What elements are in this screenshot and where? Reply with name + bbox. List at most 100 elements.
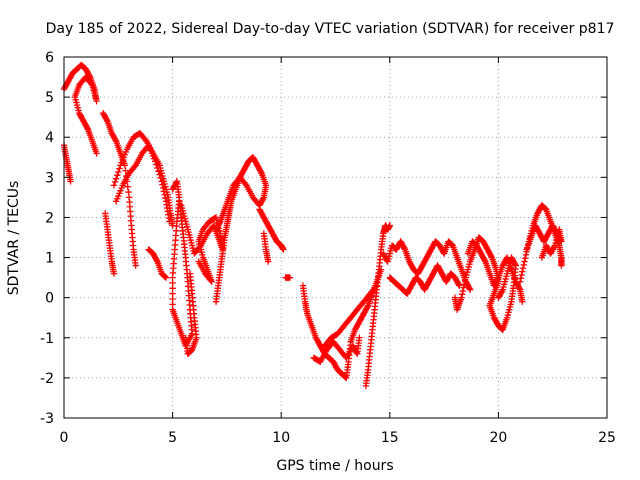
series-track-u [451,234,519,333]
data-point [518,271,525,279]
data-point [521,255,529,262]
data-point [114,172,121,179]
series-track-o [299,266,385,382]
series-track-a [60,61,100,157]
y-tick-label: 6 [45,50,54,66]
data-point [111,178,119,186]
series-track-s [380,238,474,293]
data-point [203,271,210,279]
data-point [166,218,173,225]
series-track-v [464,238,526,305]
series-track-k [212,154,270,305]
data-point [115,168,122,176]
series-track-b [60,142,74,185]
grid-lines [64,57,607,418]
series-track-x [523,222,565,261]
x-tick-label: 0 [60,430,69,446]
series-track-g [145,246,170,281]
y-axis-label: SDTVAR / TECUs [6,181,22,296]
data-point [162,273,169,281]
data-point [169,222,176,229]
data-point [522,251,530,259]
data-point [213,224,220,232]
plot-frame [63,56,608,419]
data-point [173,179,180,186]
data-point [257,168,265,176]
data-point [519,265,527,272]
data-point [264,258,272,265]
data-point [538,254,546,261]
series-track-l [256,206,287,253]
y-tick-label: 5 [45,90,54,106]
y-tick-label: 3 [45,170,54,186]
data-point [456,282,463,289]
data-point [83,124,91,132]
data-point [122,167,129,174]
data-point [250,195,258,202]
data-point [353,349,360,356]
data-points [60,61,565,390]
chart-title: Day 185 of 2022, Sidereal Day-to-day VTE… [46,21,615,37]
data-point [158,178,165,185]
data-point [516,285,523,292]
data-point [541,204,548,212]
data-point [169,279,176,287]
data-point [466,285,473,292]
data-point [154,164,161,172]
data-point [461,281,468,288]
data-point [156,171,163,178]
data-point [169,306,176,313]
series-track-j [178,202,226,285]
data-point [116,165,123,172]
y-tick-label: -3 [40,411,54,427]
data-point [519,268,526,275]
data-point [231,180,238,188]
data-point [159,181,166,188]
y-tick-label: 4 [45,130,54,146]
data-point [200,224,208,232]
series-track-t [386,262,463,297]
series-track-i [182,270,200,358]
data-point [519,298,526,305]
data-point [169,295,176,303]
data-point [455,281,462,288]
data-point [77,80,84,87]
data-point [520,261,527,269]
data-point [460,284,467,291]
series-track-n [282,274,294,281]
data-point [280,246,287,253]
data-point [356,334,363,341]
x-tick-label: 10 [272,430,290,446]
data-point [132,262,139,269]
series-track-w [516,202,565,285]
y-tick-label: 2 [45,210,54,226]
x-tick-label: 15 [381,430,399,446]
x-tick-labels: 0 5 10 15 20 25 [60,430,616,446]
data-point [495,294,502,301]
data-point [481,257,488,264]
x-tick-label: 25 [598,430,616,446]
series-track-p [321,282,380,349]
data-point [142,136,149,144]
y-tick-label: -1 [40,331,54,347]
data-point [67,178,74,185]
data-point [466,286,474,293]
data-point [112,175,120,182]
data-point [152,158,159,165]
x-tick-label: 20 [489,430,507,446]
data-point [459,287,467,295]
data-point [157,174,164,182]
y-tick-label: -2 [40,371,54,387]
series-track-m [260,230,272,265]
x-axis-label: GPS time / hours [276,458,393,474]
data-point [153,257,160,264]
axis-ticks [63,56,608,419]
data-point [364,303,371,311]
data-point [508,255,516,263]
data-point [155,168,162,175]
data-point [498,325,506,333]
series-track-d [102,210,118,277]
data-point [161,191,168,198]
data-point [516,278,524,285]
